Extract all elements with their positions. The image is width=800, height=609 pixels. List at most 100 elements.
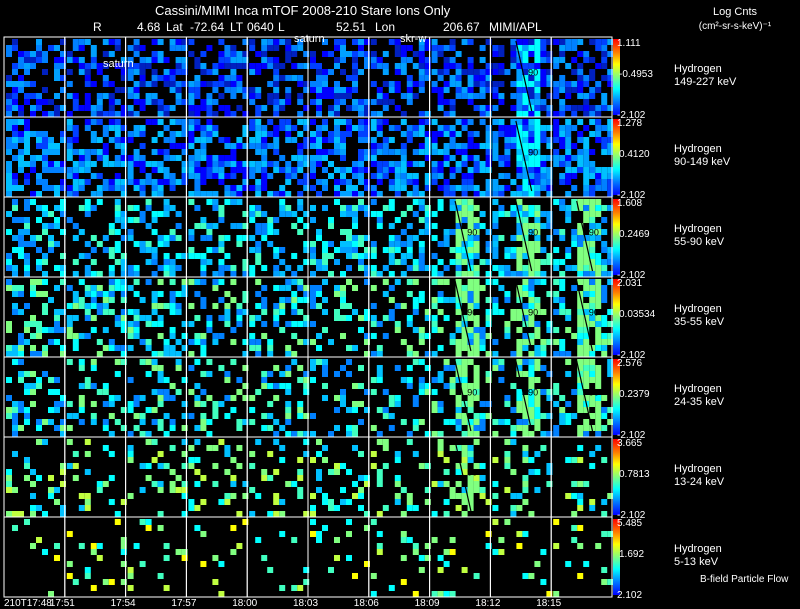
pixel [84,99,91,105]
pixel [431,407,438,413]
pixel [328,505,334,511]
pixel [571,235,578,241]
pixel [224,45,231,51]
pixel [577,309,584,315]
pixel [194,457,201,463]
pixel [328,241,334,247]
pixel [546,39,553,45]
pixel [492,419,499,425]
pixel [181,179,188,185]
pixel [595,235,602,241]
pixel [200,167,207,173]
pixel [431,51,438,57]
pixel [516,253,523,259]
pixel [601,217,608,223]
pixel [255,493,262,499]
pixel [546,223,553,229]
pixel [328,93,334,99]
pixel [358,137,364,143]
pixel [78,57,85,63]
pixel [473,223,480,229]
pixel [133,63,140,69]
pixel [181,143,188,149]
pixel [30,315,36,321]
pixel [291,351,298,357]
channel-row: 90 [3,116,614,198]
pixel [169,271,176,277]
pixel [310,377,316,383]
pixel [54,105,60,111]
pixel [48,185,54,191]
pixel [431,167,438,173]
pixel [60,395,66,401]
pixel [583,285,590,291]
pixel [510,211,517,217]
colorbar-max-label: 1.608 [617,198,642,209]
pixel [36,191,42,197]
pixel [583,235,590,241]
pixel [66,413,73,419]
pixel [261,413,268,419]
pixel [218,259,225,265]
pixel [66,119,73,125]
pixel [382,173,389,179]
pixel [522,39,529,45]
pixel [145,439,152,445]
pixel [418,81,425,87]
pixel [522,143,529,149]
pixel [310,285,316,291]
pixel [394,241,401,247]
pixel [595,321,602,327]
pixel [455,51,462,57]
pixel [249,143,256,149]
pixel [127,93,134,99]
pixel [449,57,456,63]
pixel [534,149,541,155]
pixel [492,241,499,247]
pixel [382,143,389,149]
pixel [267,425,274,431]
pixel [194,223,201,229]
pixel [291,211,298,217]
pixel [267,413,274,419]
pixel [583,179,590,185]
pixel [127,57,134,63]
pixel [352,105,358,111]
sky-image [550,116,614,198]
pixel [418,69,425,75]
pixel [485,149,492,155]
pixel [249,99,256,105]
pixel [577,543,584,549]
pixel [473,265,480,271]
pixel [322,247,328,253]
pixel [188,105,195,111]
pixel [522,45,529,51]
pixel [455,407,462,413]
pixel [194,383,201,389]
pixel [352,87,358,93]
pixel [6,149,12,155]
pixel [607,81,614,87]
pixel [120,143,127,149]
pixel [157,365,164,371]
pixel [522,137,529,143]
pixel [181,45,188,51]
pixel [24,271,30,277]
pixel [6,253,12,259]
pixel [24,389,30,395]
pixel [108,309,115,315]
pixel [279,303,286,309]
pixel [528,205,535,211]
sky-image [368,276,431,358]
pixel [151,57,158,63]
pixel [267,81,274,87]
pixel [358,69,364,75]
pixel [218,315,225,321]
pixel [261,105,268,111]
pixel [406,537,413,543]
pixel [601,511,608,517]
pixel [601,297,608,303]
pixel [66,425,73,431]
sky-image [3,36,66,118]
pixel [589,505,596,511]
